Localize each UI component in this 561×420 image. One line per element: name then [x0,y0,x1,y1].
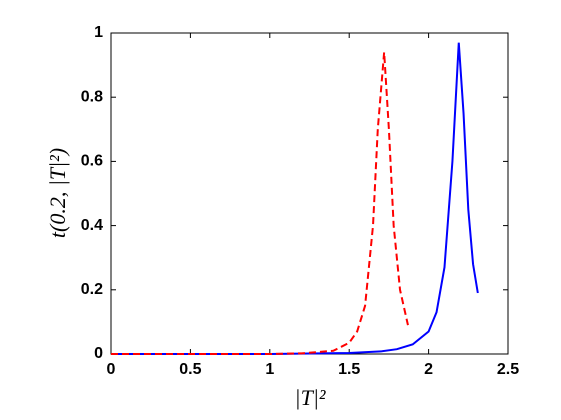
y-tick-label: 1 [94,24,103,41]
x-axis-label: |T|² [295,385,326,410]
x-tick-label: 1.5 [338,361,360,378]
x-tick-label: 2.5 [497,361,519,378]
y-tick-label: 0.4 [81,217,103,234]
y-tick-label: 0.8 [81,88,103,105]
plot-frame [110,32,509,355]
y-tick-label: 0.6 [81,153,103,170]
y-tick-label: 0 [94,345,103,362]
data-line [111,52,409,355]
y-axis-label: t(0.2, |T|²) [45,148,70,238]
y-tick-label: 0.2 [81,281,103,298]
x-tick-label: 0.5 [179,361,201,378]
x-tick-label: 2 [424,361,433,378]
x-tick-label: 1 [265,361,274,378]
x-tick-label: 0 [107,361,116,378]
